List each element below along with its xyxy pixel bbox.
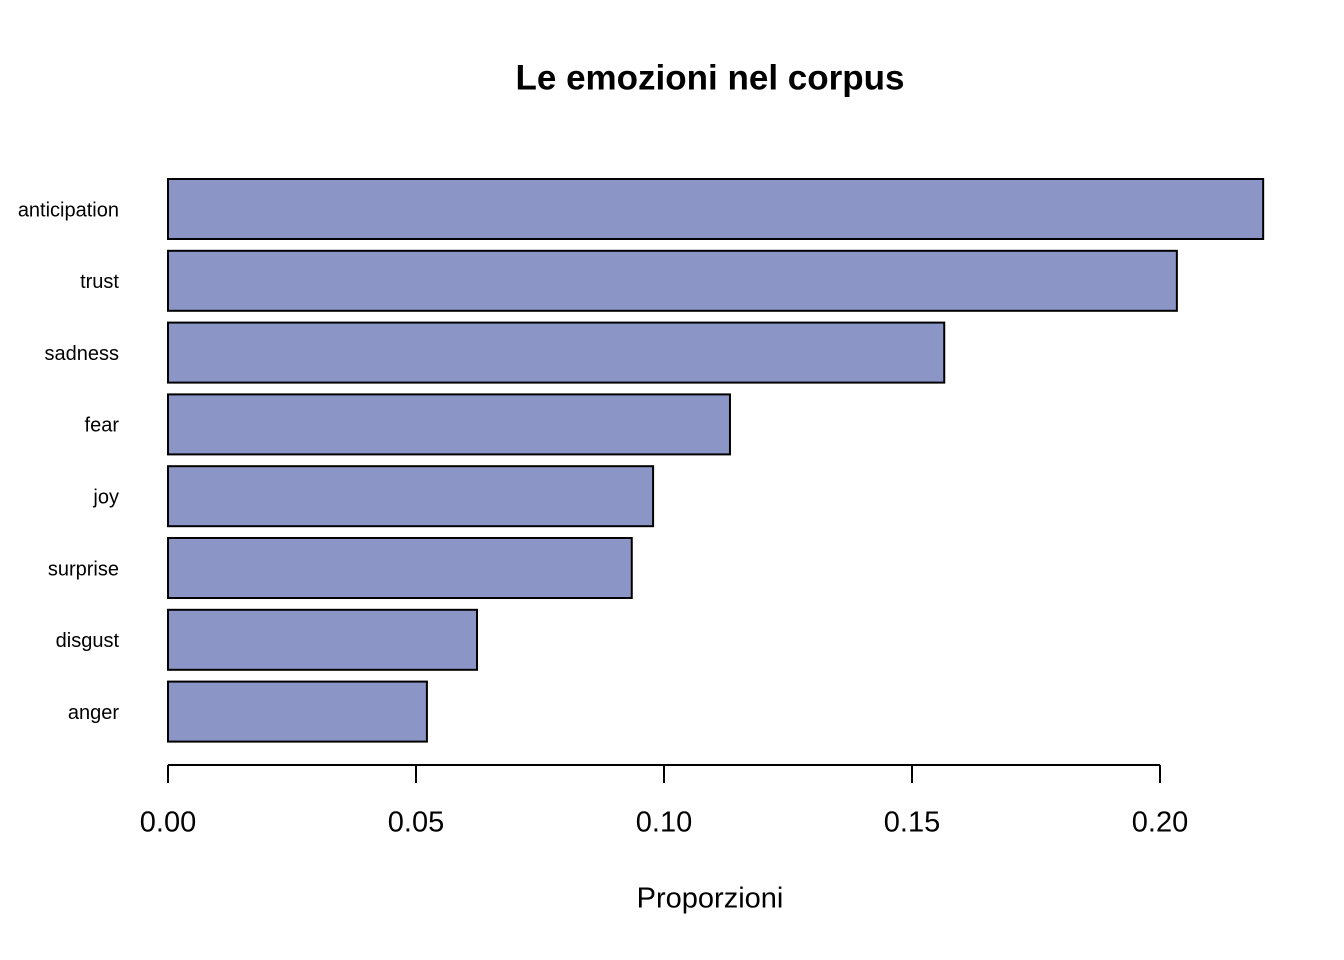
bar (167, 680, 428, 743)
y-tick-label: anticipation (18, 199, 119, 221)
x-tick-label: 0.00 (140, 807, 196, 839)
y-tick-label: disgust (56, 630, 120, 652)
y-tick-label: joy (92, 486, 119, 508)
chart-title: Le emozioni nel corpus (516, 58, 905, 97)
y-tick-label: fear (85, 415, 120, 437)
bar (167, 537, 633, 599)
x-tick-label: 0.20 (1132, 807, 1188, 839)
y-tick-label: surprise (48, 558, 119, 580)
bar (167, 249, 1178, 312)
x-tick-label: 0.05 (388, 807, 444, 839)
x-tick-label: 0.15 (884, 807, 940, 839)
x-axis-label: Proporzioni (637, 883, 784, 915)
x-tick-label: 0.10 (636, 807, 692, 839)
bar (167, 608, 479, 671)
bar (167, 178, 1265, 240)
y-tick-label: trust (80, 271, 119, 293)
bar (167, 321, 946, 384)
bar (167, 465, 655, 528)
y-tick-label: anger (68, 702, 119, 724)
y-tick-label: sadness (45, 343, 120, 365)
bar (167, 393, 731, 456)
